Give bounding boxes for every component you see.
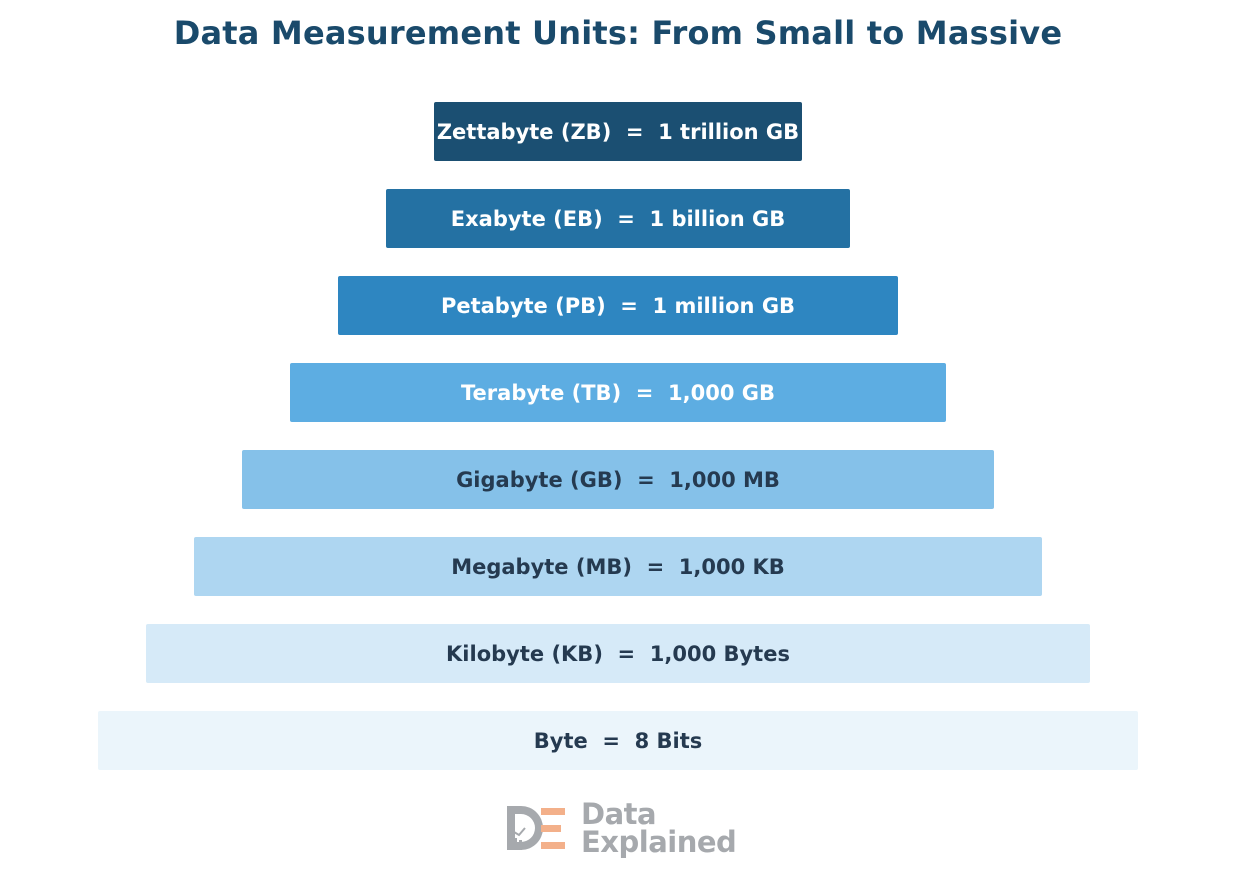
pyramid-level-megabyte: Megabyte (MB) = 1,000 KB (194, 537, 1042, 596)
pyramid-level-kilobyte: Kilobyte (KB) = 1,000 Bytes (146, 624, 1090, 683)
pyramid-level-label: Petabyte (PB) = 1 million GB (440, 293, 796, 318)
pyramid-level-byte: Byte = 8 Bits (98, 711, 1138, 770)
data-explained-logo-icon (507, 806, 565, 850)
pyramid-level-exabyte: Exabyte (EB) = 1 billion GB (386, 189, 850, 248)
pyramid-level-gigabyte: Gigabyte (GB) = 1,000 MB (242, 450, 994, 509)
pyramid-level-label: Kilobyte (KB) = 1,000 Bytes (446, 641, 790, 666)
pyramid-level-label: Gigabyte (GB) = 1,000 MB (456, 467, 780, 492)
pyramid-level-zettabyte: Zettabyte (ZB) = 1 trillion GB (434, 102, 802, 161)
logo-text: Data Explained (581, 797, 737, 859)
pyramid-level-label: Megabyte (MB) = 1,000 KB (451, 554, 785, 579)
logo-text-explained: Explained (581, 825, 737, 859)
pyramid-level-label: Zettabyte (ZB) = 1 trillion GB (436, 119, 800, 144)
pyramid-level-label: Byte = 8 Bits (533, 728, 703, 753)
pyramid-level-terabyte: Terabyte (TB) = 1,000 GB (290, 363, 946, 422)
pyramid-level-label: Exabyte (EB) = 1 billion GB (450, 206, 786, 231)
page-title: Data Measurement Units: From Small to Ma… (173, 14, 1063, 52)
pyramid-level-label: Terabyte (TB) = 1,000 GB (461, 380, 775, 405)
logo-text-data: Data (581, 797, 657, 831)
data-explained-logo: Data Explained (505, 797, 737, 862)
pyramid-level-petabyte: Petabyte (PB) = 1 million GB (338, 276, 898, 335)
